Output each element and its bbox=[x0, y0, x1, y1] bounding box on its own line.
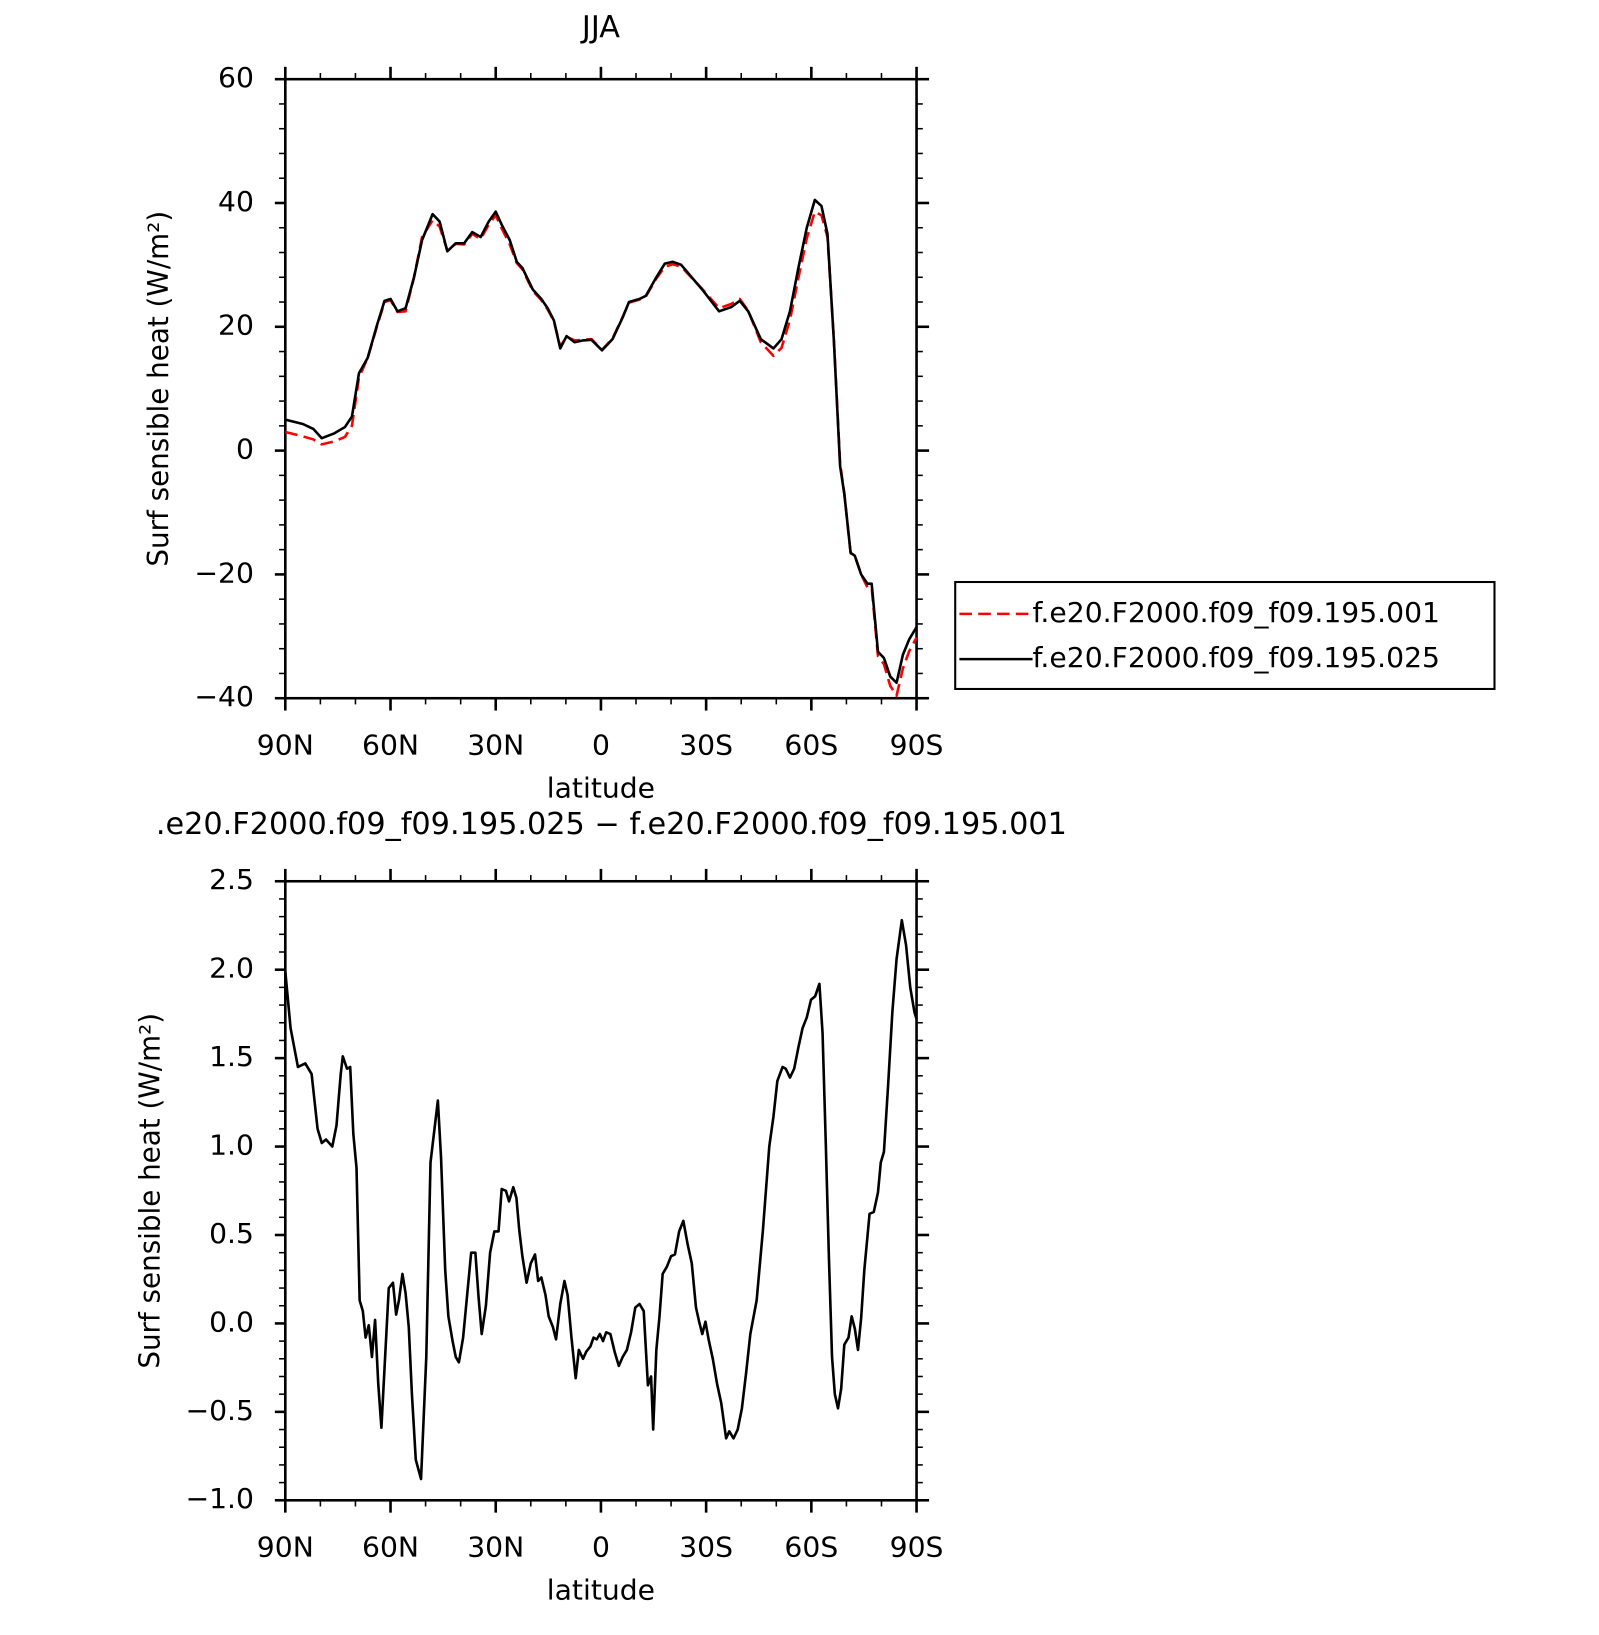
data-line bbox=[284, 918, 918, 1481]
chart-title: JJA bbox=[580, 10, 621, 45]
y-tick-label: 40 bbox=[218, 185, 254, 218]
x-tick-label: 60S bbox=[784, 729, 838, 762]
x-tick-label: 90S bbox=[890, 729, 944, 762]
x-tick-label: 0 bbox=[592, 729, 610, 762]
data-line bbox=[284, 210, 918, 698]
y-tick-label: −40 bbox=[194, 680, 254, 713]
y-tick-label: −20 bbox=[194, 557, 254, 590]
y-axis-label: Surf sensible heat (W/m²) bbox=[133, 1013, 166, 1369]
legend: f.e20.F2000.f09_f09.195.001 f.e20.F2000.f… bbox=[954, 580, 1496, 690]
y-tick-label: 2.0 bbox=[209, 952, 254, 985]
y-tick-label: 0.0 bbox=[209, 1306, 254, 1339]
y-axis-label: Surf sensible heat (W/m²) bbox=[142, 211, 175, 567]
plot-frame bbox=[284, 77, 918, 700]
x-tick-label: 90N bbox=[257, 1531, 314, 1564]
x-tick-label: 60S bbox=[784, 1531, 838, 1564]
y-tick-label: 60 bbox=[218, 61, 254, 94]
x-tick-label: 30N bbox=[467, 729, 524, 762]
x-tick-label: 60N bbox=[362, 1531, 419, 1564]
y-tick-label: 1.0 bbox=[209, 1129, 254, 1162]
x-tick-label: 30N bbox=[467, 1531, 524, 1564]
chart-title: .e20.F2000.f09_f09.195.025 − f.e20.F2000… bbox=[156, 807, 1067, 842]
x-tick-label: 90S bbox=[890, 1531, 944, 1564]
x-tick-label: 60N bbox=[362, 729, 419, 762]
y-tick-label: −1.0 bbox=[185, 1482, 254, 1515]
y-tick-label: 2.5 bbox=[209, 863, 254, 896]
x-tick-label: 30S bbox=[679, 729, 733, 762]
y-tick-label: 0.5 bbox=[209, 1217, 254, 1250]
y-tick-label: −0.5 bbox=[185, 1394, 254, 1427]
x-axis-label: latitude bbox=[547, 772, 655, 805]
legend-label: f.e20.F2000.f09_f09.195.001 bbox=[1033, 596, 1440, 629]
y-tick-label: 20 bbox=[218, 309, 254, 342]
x-axis-label: latitude bbox=[547, 1574, 655, 1607]
x-tick-label: 0 bbox=[592, 1531, 610, 1564]
x-tick-label: 30S bbox=[679, 1531, 733, 1564]
y-tick-label: 1.5 bbox=[209, 1040, 254, 1073]
x-tick-label: 90N bbox=[257, 729, 314, 762]
data-line bbox=[284, 198, 918, 685]
legend-box bbox=[954, 580, 1496, 690]
y-tick-label: 0 bbox=[236, 433, 254, 466]
legend-label: f.e20.F2000.f09_f09.195.025 bbox=[1033, 641, 1440, 674]
